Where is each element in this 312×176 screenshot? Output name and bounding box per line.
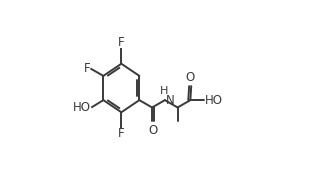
- Text: O: O: [186, 71, 195, 84]
- Text: HO: HO: [204, 94, 222, 107]
- Text: N: N: [166, 94, 174, 107]
- Text: H: H: [160, 86, 168, 96]
- Text: F: F: [84, 62, 90, 76]
- Text: F: F: [118, 127, 125, 140]
- Text: F: F: [118, 36, 125, 49]
- Text: O: O: [149, 124, 158, 137]
- Text: HO: HO: [73, 100, 91, 114]
